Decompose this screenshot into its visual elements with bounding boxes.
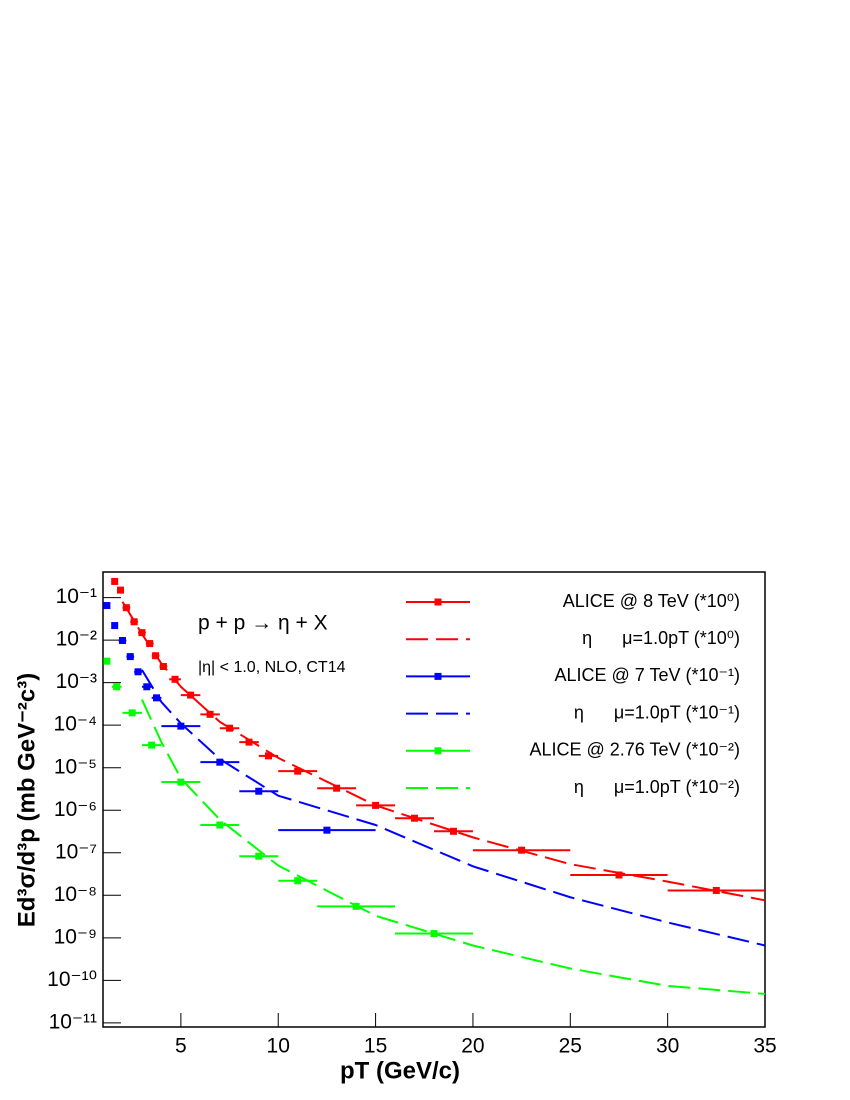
data-point (430, 930, 438, 938)
data-point (143, 683, 151, 691)
x-tick-label: 25 (559, 1035, 582, 1058)
y-tick-label: 10⁻⁹ (54, 925, 97, 948)
legend-label: ALICE @ 8 TeV (*10⁰) (563, 591, 740, 611)
data-point (255, 787, 263, 795)
data-point (216, 821, 224, 829)
y-tick-label: 10⁻⁸ (54, 883, 97, 906)
data-point (333, 784, 341, 792)
legend-marker (434, 672, 442, 680)
annotation: p + p → η + X (198, 612, 328, 635)
legend-label: η μ=1.0pT (*10⁻¹) (574, 702, 740, 722)
plot-frame (102, 571, 766, 1028)
data-point (128, 709, 136, 717)
data-point (153, 694, 161, 702)
data-point (130, 618, 138, 626)
data-point (113, 683, 121, 691)
data-point (255, 852, 263, 860)
y-tick-label: 10⁻¹ (56, 585, 97, 608)
data-point (177, 778, 185, 786)
data-point (103, 602, 111, 610)
data-point (146, 640, 154, 648)
data-point (118, 637, 126, 645)
x-axis-label: pT (GeV/c) (340, 1057, 460, 1084)
data-point (245, 738, 253, 746)
legend-label: ALICE @ 7 TeV (*10⁻¹) (554, 665, 740, 685)
legend-marker (434, 598, 442, 606)
data-point (449, 827, 457, 835)
y-tick-label: 10⁻⁷ (55, 840, 97, 863)
data-point (177, 722, 185, 730)
legend-marker (434, 747, 442, 755)
data-point (206, 710, 214, 718)
model-curve (141, 699, 766, 995)
data-point (126, 653, 134, 661)
data-point (111, 577, 119, 585)
data-point (216, 758, 224, 766)
data-point (294, 877, 302, 885)
x-tick-label: 5 (175, 1035, 187, 1058)
model-curve (141, 669, 766, 947)
y-tick-label: 10⁻² (56, 628, 97, 651)
model-curve (121, 601, 766, 902)
x-tick-label: 15 (364, 1035, 387, 1058)
data-point (615, 871, 623, 879)
data-point (134, 668, 142, 676)
data-point (103, 657, 111, 665)
x-tick-label: 30 (656, 1035, 679, 1058)
y-tick-label: 10⁻⁵ (54, 755, 97, 778)
data-point (148, 741, 156, 749)
x-tick-label: 10 (267, 1035, 290, 1058)
legend-label: η μ=1.0pT (*10⁰) (582, 628, 740, 648)
x-tick-label: 20 (461, 1035, 484, 1058)
data-point (117, 586, 125, 594)
y-axis-label: Ed³σ/d³p (mb GeV⁻²c³) (13, 673, 40, 927)
legend-label: η μ=1.0pT (*10⁻²) (574, 777, 740, 797)
data-point (712, 886, 720, 894)
data-point (294, 767, 302, 775)
data-point (323, 826, 331, 834)
y-tick-label: 10⁻³ (56, 670, 97, 693)
data-point (187, 691, 195, 699)
y-tick-label: 10⁻⁶ (54, 798, 97, 821)
annotation: |η| < 1.0, NLO, CT14 (198, 659, 346, 676)
x-tick-label: 35 (753, 1035, 776, 1058)
y-tick-label: 10⁻¹¹ (49, 1010, 97, 1033)
legend-label: ALICE @ 2.76 TeV (*10⁻²) (529, 740, 740, 760)
y-tick-label: 10⁻⁴ (54, 713, 97, 736)
data-point (111, 622, 119, 630)
y-tick-label: 10⁻¹⁰ (47, 968, 97, 991)
data-point (265, 752, 272, 760)
